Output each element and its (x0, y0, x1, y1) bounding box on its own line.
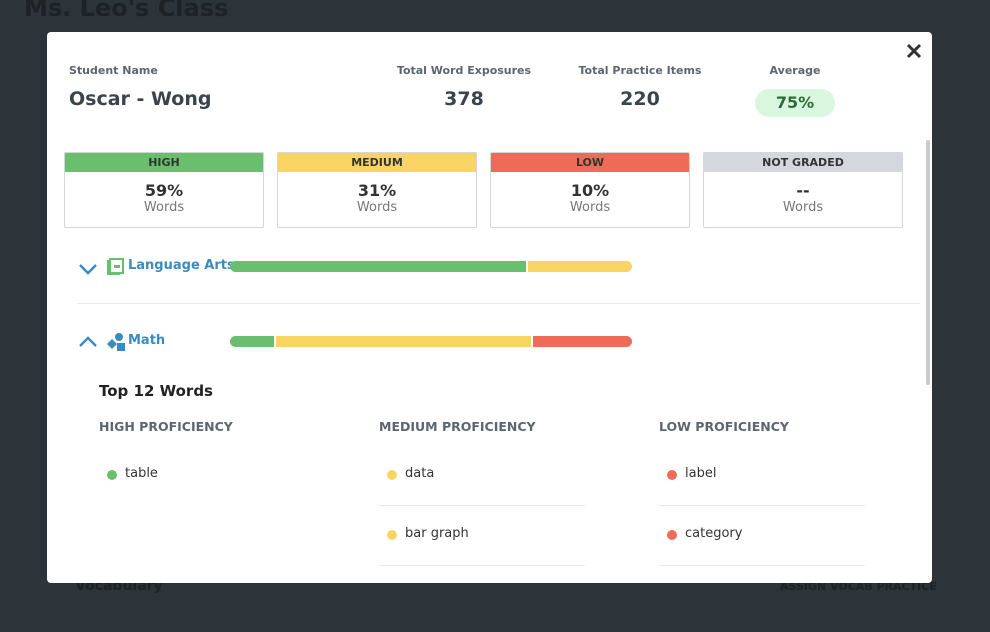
card-header: MEDIUM (278, 153, 476, 172)
card-unit: Words (782, 200, 824, 215)
bar-segment (532, 336, 632, 347)
word-dot (107, 470, 117, 480)
word-separator (379, 565, 585, 566)
field-value: 220 (620, 88, 660, 110)
card-value: 59% (144, 181, 184, 200)
student-name: Oscar - Wong (69, 88, 212, 110)
divider (77, 303, 920, 304)
bar-segment (528, 261, 632, 272)
language-arts-icon (107, 258, 124, 275)
average-pill: 75% (755, 89, 835, 117)
word: data (405, 466, 435, 481)
close-button[interactable] (905, 42, 923, 60)
word: label (685, 466, 717, 481)
card-header: LOW (491, 153, 689, 172)
word-separator (379, 505, 585, 506)
scrollbar[interactable] (926, 140, 930, 385)
chevron-up[interactable] (78, 335, 98, 349)
card-unit: Words (356, 200, 398, 215)
field-label: Total Word Exposures (396, 64, 532, 77)
word: bar graph (405, 526, 469, 541)
word-dot (387, 470, 397, 480)
word: table (125, 466, 158, 481)
card-value: 31% (357, 181, 397, 200)
column-heading: HIGH PROFICIENCY (99, 419, 233, 434)
card-value: 10% (570, 181, 610, 200)
bar-segment (230, 261, 526, 272)
subject-name: Language Arts (128, 258, 235, 273)
card-header: HIGH (65, 153, 263, 172)
proficiency-bar (230, 261, 632, 272)
subject-name: Math (128, 333, 166, 348)
field-label: Average (769, 64, 821, 77)
word-dot (667, 530, 677, 540)
math-icon (107, 333, 125, 351)
background-title: Ms. Leo's Class (24, 0, 229, 22)
word-separator (659, 505, 865, 506)
summary-card: NOT GRADED -- Words (703, 152, 903, 228)
proficiency-bar (230, 336, 632, 347)
word: category (685, 526, 743, 541)
column-heading: LOW PROFICIENCY (659, 419, 789, 434)
word-separator (659, 565, 865, 566)
word-dot (387, 530, 397, 540)
section-title: Top 12 Words (99, 382, 213, 400)
summary-card: MEDIUM 31% Words (277, 152, 477, 228)
summary-card: LOW 10% Words (490, 152, 690, 228)
field-label: Total Practice Items (578, 64, 702, 77)
card-value: -- (796, 181, 810, 200)
column-heading: MEDIUM PROFICIENCY (379, 419, 536, 434)
bar-segment (230, 336, 274, 347)
chevron-down[interactable] (78, 262, 98, 276)
field-label: Student Name (69, 64, 158, 77)
background-action: ASSIGN VOCAB PRACTICE (780, 580, 937, 593)
summary-card: HIGH 59% Words (64, 152, 264, 228)
field-value: 378 (444, 88, 484, 110)
bar-segment (275, 336, 531, 347)
card-unit: Words (143, 200, 185, 215)
card-unit: Words (569, 200, 611, 215)
card-header: NOT GRADED (704, 153, 902, 172)
word-dot (667, 470, 677, 480)
modal: Student Name Oscar - Wong Total Word Expos… (47, 32, 932, 583)
